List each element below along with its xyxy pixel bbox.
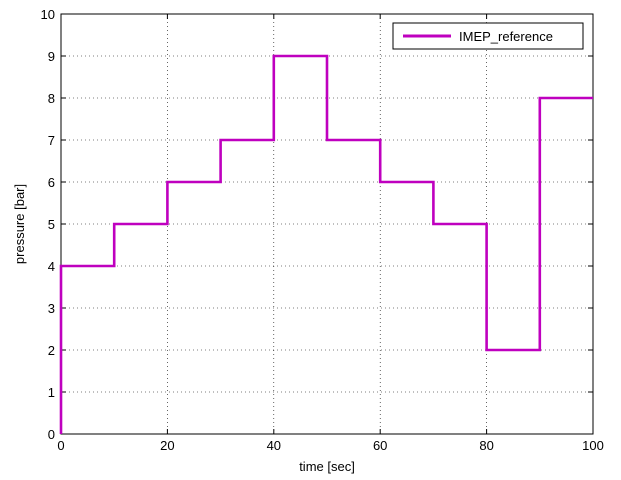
y-tick-label: 2 [48, 343, 55, 358]
legend-label: IMEP_reference [459, 29, 553, 44]
y-tick-label: 10 [41, 7, 55, 22]
y-tick-label: 9 [48, 49, 55, 64]
legend: IMEP_reference [392, 22, 584, 50]
x-tick-label: 80 [479, 438, 493, 453]
x-axis-label: time [sec] [299, 459, 355, 474]
series-line-imep-reference [59, 54, 593, 434]
y-tick-label: 6 [48, 175, 55, 190]
x-tick-label: 40 [267, 438, 281, 453]
axis-ticks: 0 20 40 60 80 100 0 1 2 3 4 5 6 7 8 9 10 [41, 7, 604, 453]
y-tick-label: 0 [48, 427, 55, 442]
y-tick-label: 7 [48, 133, 55, 148]
y-tick-label: 4 [48, 259, 55, 274]
y-tick-label: 8 [48, 91, 55, 106]
y-tick-label: 1 [48, 385, 55, 400]
series-layer [59, 54, 593, 434]
x-tick-label: 60 [373, 438, 387, 453]
y-tick-label: 5 [48, 217, 55, 232]
x-tick-label: 0 [57, 438, 64, 453]
y-axis-label: pressure [bar] [12, 184, 27, 264]
x-tick-label: 100 [582, 438, 604, 453]
x-tick-label: 20 [160, 438, 174, 453]
y-tick-label: 3 [48, 301, 55, 316]
